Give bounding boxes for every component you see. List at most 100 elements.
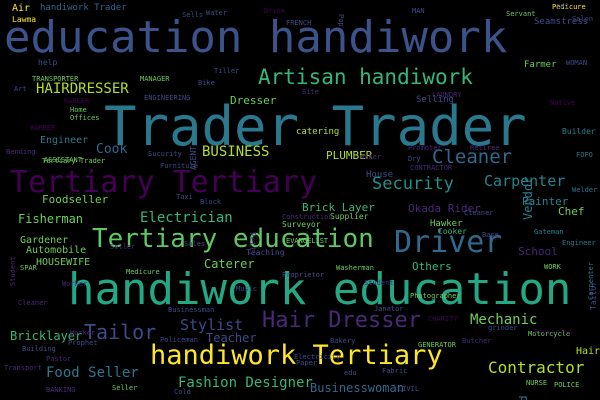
word-35: Others	[412, 260, 452, 273]
word-61: Servant	[506, 10, 536, 18]
word-18: Electrician	[140, 210, 233, 226]
word-44: Farmer	[524, 60, 557, 70]
word-103: WORK	[544, 263, 561, 271]
word-88: Retiree	[470, 144, 500, 152]
word-123: grinder	[488, 324, 518, 332]
word-66: Salon	[572, 15, 594, 23]
word-133: Seller	[110, 243, 136, 251]
word-124: Provision	[534, 328, 572, 336]
word-31: Painter	[522, 195, 569, 208]
word-49: catering	[296, 127, 340, 137]
word-4: Tertiary education	[92, 224, 374, 254]
word-13: Carpenter	[484, 172, 566, 190]
word-95: Policeman	[160, 336, 198, 344]
word-17: Food Seller	[46, 365, 139, 381]
word-129: Water	[206, 9, 228, 17]
word-91: Block	[200, 198, 222, 206]
word-77: Offices	[70, 114, 100, 122]
word-15: Stylist	[180, 316, 244, 334]
word-79: Bending	[6, 148, 36, 156]
word-127: SPY	[556, 3, 569, 11]
word-62: Pedicure	[552, 3, 586, 11]
word-24: Businesswoman	[310, 381, 404, 395]
word-32: Gardener	[20, 235, 69, 246]
word-58: TRANSPORTER	[32, 75, 79, 83]
word-117: Electricity	[294, 353, 341, 361]
word-27: PLUMBER	[326, 149, 373, 162]
word-16: Fashion Designer	[178, 375, 313, 391]
word-14: Mechanic	[470, 312, 538, 328]
word-19: BUSINESS	[202, 144, 270, 160]
word-99: Medicure	[126, 268, 160, 276]
word-135: Cleaner	[18, 299, 48, 307]
word-109: Building	[22, 345, 56, 353]
word-55: Surveyor	[282, 220, 321, 229]
word-71: Site	[302, 88, 319, 96]
word-130: Worker	[70, 329, 96, 337]
word-12: Contractor	[488, 358, 585, 377]
word-107: Motorcycle	[528, 330, 571, 338]
word-142: Student	[9, 256, 17, 286]
word-73: ENGINEERING	[144, 94, 191, 102]
word-51: Hawker	[430, 219, 463, 229]
word-63: Sells	[182, 11, 204, 19]
word-121: CIVIL	[398, 385, 420, 393]
word-2: handiwork education	[68, 264, 572, 315]
word-22: Fisherman	[18, 212, 84, 226]
word-0: education handiwork	[4, 12, 508, 63]
word-97: Washerman	[336, 264, 374, 272]
word-20: HAIRDRESSER	[36, 81, 129, 97]
word-50: House	[366, 170, 394, 180]
word-76: Home	[70, 106, 87, 114]
word-82: Sucurity	[148, 150, 182, 158]
word-41: Engineer	[40, 135, 89, 146]
word-80: ASSISTANT	[44, 156, 82, 164]
word-113: Cold	[174, 388, 191, 396]
word-81: Tertiary Trader	[42, 157, 106, 165]
word-21: Bricklayer	[10, 329, 83, 343]
word-86: Promoter	[408, 144, 442, 152]
word-137: Paper	[296, 359, 318, 367]
word-37: School	[518, 245, 558, 258]
word-104: Businessman	[168, 306, 215, 314]
word-83: Furniture	[160, 162, 198, 170]
word-68: Art	[14, 85, 27, 93]
word-38: Vendor	[521, 176, 535, 220]
word-45: Lawma	[12, 15, 37, 24]
word-72: LAUNDRY	[432, 91, 462, 99]
word-111: Pastor	[46, 355, 72, 363]
word-108: Butcher	[462, 337, 492, 345]
word-120: POLICE	[554, 381, 580, 389]
word-116: GENERATOR	[418, 341, 456, 349]
word-74: RANGER	[64, 97, 90, 105]
word-53: Teaching	[246, 248, 285, 257]
word-36: Okada Rider	[408, 202, 481, 215]
word-90: Taxi	[176, 193, 193, 201]
word-102: Photographer	[410, 292, 461, 300]
word-85: CONTRACTOR	[410, 164, 453, 172]
word-69: Tiller	[214, 67, 240, 75]
word-11: Security	[372, 174, 454, 194]
word-100: SPAR	[20, 264, 37, 272]
word-93: Construction	[282, 213, 333, 221]
word-132: Cleaner	[464, 209, 494, 217]
word-118: edu	[344, 369, 357, 377]
word-96: EVANGELIST	[286, 237, 329, 245]
word-47: Hair	[576, 346, 600, 357]
word-3: Tertiary Tertiary	[10, 165, 318, 200]
word-114: Seller	[112, 384, 138, 392]
word-70: Bike	[198, 79, 215, 87]
word-25: Teacher	[206, 331, 257, 345]
word-128: WOMAN	[566, 59, 588, 67]
word-29: Brick Layer	[302, 201, 375, 214]
word-65: MAN	[412, 7, 425, 15]
word-9: Tailor	[84, 320, 157, 344]
word-94: Gateman	[534, 228, 564, 236]
word-112: Transport	[4, 364, 42, 372]
word-98: Proprietor	[282, 271, 325, 279]
word-75: BARBER	[30, 124, 56, 132]
word-136: Student	[364, 279, 394, 287]
word-6: Driver	[394, 225, 503, 260]
word-39: Dresser	[230, 94, 277, 107]
